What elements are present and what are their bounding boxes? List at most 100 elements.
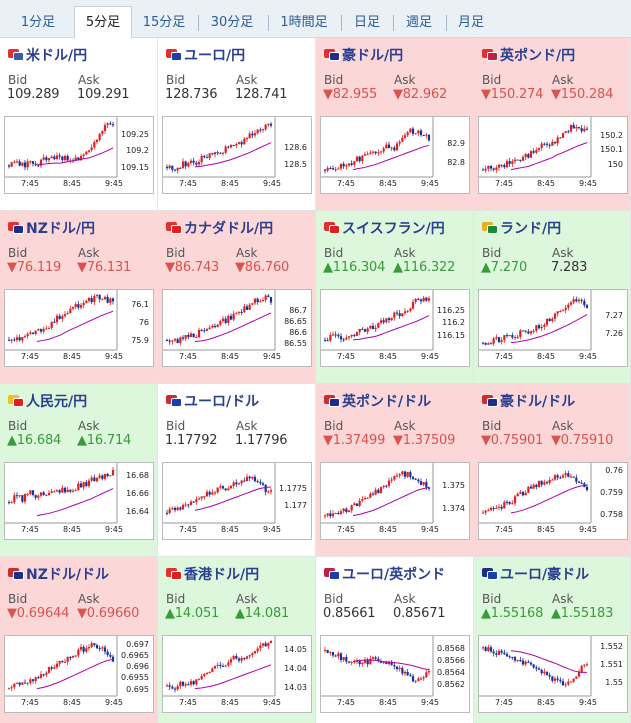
currency-pair-card[interactable]: NZドル/円 Bid Ask ▼76.119 ▼76.131 76.1 76 75.9 7:45… xyxy=(0,211,158,384)
currency-pair-card[interactable]: ユーロ/円 Bid Ask 128.736 128.741 128.6 128.5 7:45 8… xyxy=(158,38,316,211)
pair-title[interactable]: 米ドル/円 xyxy=(8,45,87,65)
pair-name[interactable]: スイスフラン/円 xyxy=(342,221,445,237)
bull-candle xyxy=(21,162,24,166)
pair-name[interactable]: ユーロ/ドル xyxy=(184,394,260,410)
ask-value: ▲16.714 xyxy=(77,433,132,448)
price-chart[interactable]: 7.27 7.26 7:45 8:45 9:45 xyxy=(478,289,628,367)
bear-candle xyxy=(323,169,327,171)
pair-title[interactable]: ランド/円 xyxy=(482,218,561,238)
bear-candle xyxy=(481,169,485,171)
bull-candle xyxy=(379,487,383,493)
pair-title[interactable]: スイスフラン/円 xyxy=(324,218,445,238)
bull-candle xyxy=(208,327,211,329)
tab-1min[interactable]: 1分足 xyxy=(20,15,56,30)
currency-pair-card[interactable]: スイスフラン/円 Bid Ask ▲116.304 ▲116.322 116.25 116.… xyxy=(316,211,474,384)
bull-candle xyxy=(237,311,241,313)
pair-title[interactable]: 英ポンド/ドル xyxy=(324,391,431,411)
bull-candle xyxy=(189,160,193,163)
bull-candle xyxy=(369,658,372,665)
price-chart[interactable]: 128.6 128.5 7:45 8:45 9:45 xyxy=(162,116,312,194)
pair-name[interactable]: 人民元/円 xyxy=(26,394,88,410)
pair-name[interactable]: 米ドル/円 xyxy=(26,48,88,64)
tab-weekly[interactable]: 週足 xyxy=(405,15,432,30)
bear-candle xyxy=(521,330,525,332)
pair-title[interactable]: 豪ドル/ドル xyxy=(482,391,575,411)
bull-candle xyxy=(37,495,40,498)
pair-name[interactable]: 豪ドル/ドル xyxy=(500,394,576,410)
currency-pair-card[interactable]: カナダドル/円 Bid Ask ▼86.743 ▼86.760 86.7 86.65 86.6… xyxy=(158,211,316,384)
bear-candle xyxy=(411,676,415,682)
pair-name[interactable]: 香港ドル/円 xyxy=(184,567,260,583)
currency-pair-card[interactable]: 英ポンド/ドル Bid Ask ▼1.37499 ▼1.37509 1.375 1.374 7… xyxy=(316,384,474,557)
bear-candle xyxy=(216,152,219,154)
price-chart[interactable]: 109.25 109.2 109.15 7:45 8:45 9:45 xyxy=(4,116,154,194)
price-chart[interactable]: 1.552 1.551 1.55 7:45 8:45 9:45 xyxy=(478,635,628,713)
bull-candle xyxy=(63,661,67,663)
bear-candle xyxy=(187,684,190,686)
bear-candle xyxy=(179,507,182,510)
bear-candle xyxy=(585,305,589,308)
pair-title[interactable]: 豪ドル/円 xyxy=(324,45,403,65)
pair-title[interactable]: ユーロ/英ポンド xyxy=(324,564,445,584)
pair-title[interactable]: ユーロ/ドル xyxy=(166,391,259,411)
pair-title[interactable]: ユーロ/豪ドル xyxy=(482,564,589,584)
tab-30min[interactable]: 30分足 xyxy=(210,15,254,30)
pair-title[interactable]: ユーロ/円 xyxy=(166,45,245,65)
price-chart[interactable]: 82.9 82.8 7:45 8:45 9:45 xyxy=(320,116,470,194)
tab-daily[interactable]: 日足 xyxy=(353,15,380,30)
tab-1hour[interactable]: 1時間足 xyxy=(280,15,328,30)
currency-pair-card[interactable]: 香港ドル/円 Bid Ask ▲14.051 ▲14.081 14.05 14.04 14.0… xyxy=(158,557,316,723)
pair-name[interactable]: ユーロ/円 xyxy=(184,48,246,64)
y-tick-label: 150.2 xyxy=(600,130,623,140)
currency-pair-card[interactable]: ユーロ/英ポンド Bid Ask 0.85661 0.85671 0.8568 0.8566… xyxy=(316,557,474,723)
price-chart[interactable]: 76.1 76 75.9 7:45 8:45 9:45 xyxy=(4,289,154,367)
tab-15min[interactable]: 15分足 xyxy=(142,15,186,30)
bear-candle xyxy=(508,656,511,658)
bear-candle xyxy=(521,660,525,665)
bear-candle xyxy=(23,162,27,168)
price-chart[interactable]: 1.375 1.374 7:45 8:45 9:45 xyxy=(320,462,470,540)
price-chart[interactable]: 116.25 116.2 116.15 7:45 8:45 9:45 xyxy=(320,289,470,367)
price-chart[interactable]: 0.76 0.759 0.758 7:45 8:45 9:45 xyxy=(478,462,628,540)
currency-pair-card[interactable]: 豪ドル/ドル Bid Ask ▼0.75901 ▼0.75910 0.76 0.759 0.7… xyxy=(474,384,631,557)
x-tick-label: 9:45 xyxy=(579,179,597,188)
eu-gb-flag-icon xyxy=(324,568,340,580)
pair-name[interactable]: ユーロ/豪ドル xyxy=(500,567,590,583)
pair-name[interactable]: NZドル/ドル xyxy=(26,567,109,583)
currency-pair-card[interactable]: ユーロ/ドル Bid Ask 1.17792 1.17796 1.1775 1.177 7:4… xyxy=(158,384,316,557)
bull-candle xyxy=(427,298,431,301)
currency-pair-card[interactable]: ユーロ/豪ドル Bid Ask ▲1.55168 ▲1.55183 1.552 1.551 1… xyxy=(474,557,631,723)
bull-candle xyxy=(487,510,490,512)
bear-candle xyxy=(7,339,11,341)
pair-title[interactable]: NZドル/円 xyxy=(8,218,95,238)
price-chart[interactable]: 0.697 0.6965 0.696 0.6955 0.695 7:45 8:45 9:45 xyxy=(4,635,154,713)
price-chart[interactable]: 0.8568 0.8566 0.8564 0.8562 7:45 8:45 9:45 xyxy=(320,635,470,713)
tab-monthly[interactable]: 月足 xyxy=(457,15,484,30)
currency-pair-card[interactable]: 英ポンド/円 Bid Ask ▼150.274 ▼150.284 150.2 150.1 15… xyxy=(474,38,631,211)
price-chart[interactable]: 16.68 16.66 16.64 7:45 8:45 9:45 xyxy=(4,462,154,540)
currency-pair-card[interactable]: 米ドル/円 Bid Ask 109.289 109.291 109.25 109.2 109.… xyxy=(0,38,158,211)
pair-title[interactable]: カナダドル/円 xyxy=(166,218,273,238)
currency-pair-card[interactable]: ランド/円 Bid Ask ▲7.270 7.283 7.27 7.26 7:45 8:45 9:… xyxy=(474,211,631,384)
pair-name[interactable]: ユーロ/英ポンド xyxy=(342,567,446,583)
currency-pair-card[interactable]: 豪ドル/円 Bid Ask ▼82.955 ▼82.962 82.9 82.8 7:45 8:4… xyxy=(316,38,474,211)
pair-name[interactable]: 豪ドル/円 xyxy=(342,48,404,64)
pair-name[interactable]: 英ポンド/円 xyxy=(500,48,576,64)
price-chart[interactable]: 86.7 86.65 86.6 86.55 7:45 8:45 9:45 xyxy=(162,289,312,367)
tab-5min[interactable]: 5分足 xyxy=(74,6,132,39)
pair-title[interactable]: 英ポンド/円 xyxy=(482,45,575,65)
pair-title[interactable]: 人民元/円 xyxy=(8,391,87,411)
price-chart[interactable]: 1.1775 1.177 7:45 8:45 9:45 xyxy=(162,462,312,540)
currency-pair-card[interactable]: NZドル/ドル Bid Ask ▼0.69644 ▼0.69660 0.697 0.6965… xyxy=(0,557,158,723)
pair-name[interactable]: NZドル/円 xyxy=(26,221,95,237)
bear-candle xyxy=(390,661,393,666)
pair-title[interactable]: NZドル/ドル xyxy=(8,564,109,584)
pair-name[interactable]: 英ポンド/ドル xyxy=(342,394,432,410)
pair-title[interactable]: 香港ドル/円 xyxy=(166,564,259,584)
price-chart[interactable]: 14.05 14.04 14.03 7:45 8:45 9:45 xyxy=(162,635,312,713)
bear-candle xyxy=(406,671,409,676)
currency-pair-card[interactable]: 人民元/円 Bid Ask ▲16.684 ▲16.714 16.68 16.66 16.64… xyxy=(0,384,158,557)
pair-name[interactable]: カナダドル/円 xyxy=(184,221,274,237)
price-chart[interactable]: 150.2 150.1 150 7:45 8:45 9:45 xyxy=(478,116,628,194)
pair-name[interactable]: ランド/円 xyxy=(500,221,562,237)
